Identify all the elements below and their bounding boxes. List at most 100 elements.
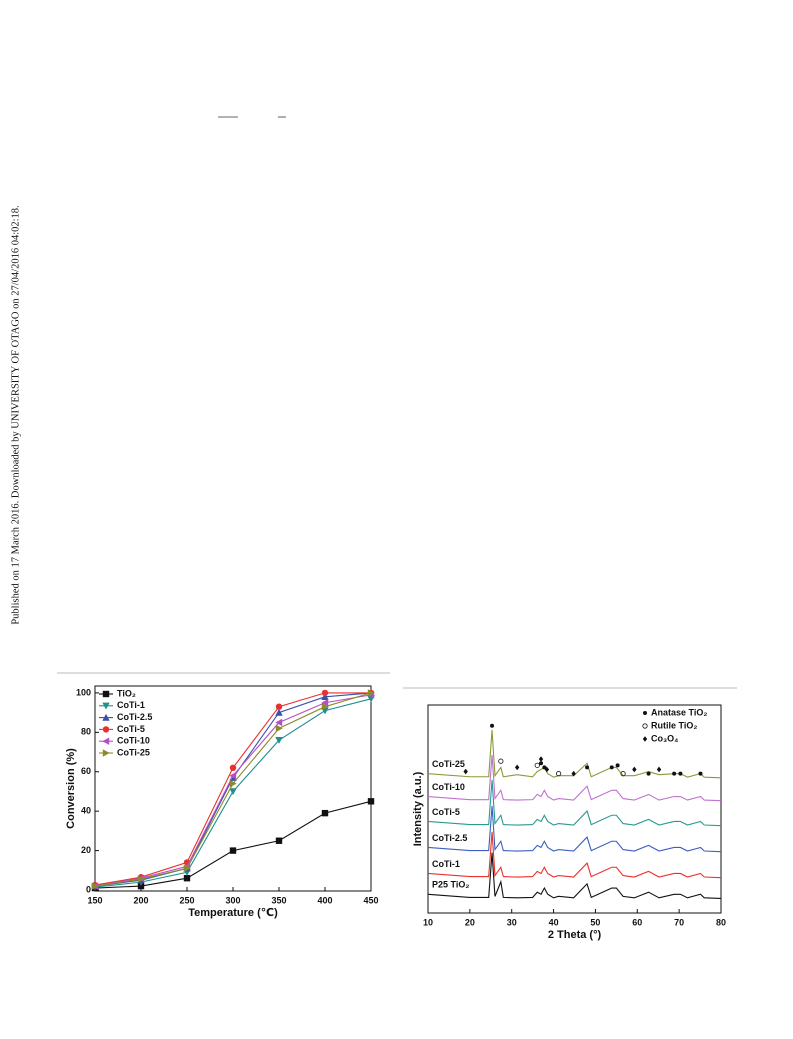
legend-label: TiO₂ <box>117 688 136 698</box>
y-tick-label: 20 <box>81 845 91 855</box>
legend-marker <box>102 702 110 710</box>
series-label: CoTi-2.5 <box>432 833 467 843</box>
series-label: CoTi-5 <box>432 807 460 817</box>
marker <box>538 756 544 762</box>
series-label: CoTi-10 <box>432 782 465 792</box>
x-axis-label: Temperature (℃) <box>188 907 278 919</box>
marker <box>542 765 547 770</box>
x-tick-label: 50 <box>590 917 600 927</box>
marker <box>609 765 614 770</box>
marker <box>321 689 329 697</box>
marker <box>514 764 520 771</box>
marker <box>698 771 703 776</box>
marker <box>229 779 237 788</box>
series-line <box>427 805 722 853</box>
x-tick-label: 300 <box>225 895 240 905</box>
y-tick-label: 100 <box>76 687 91 697</box>
legend-label: CoTi-25 <box>117 747 150 757</box>
marker <box>321 693 329 701</box>
marker <box>275 724 283 733</box>
marker <box>672 771 677 776</box>
x-tick-label: 20 <box>465 917 475 927</box>
series-label: CoTi-1 <box>432 859 460 869</box>
side-note: Published on 17 March 2016. Downloaded b… <box>10 205 21 624</box>
x-tick-label: 30 <box>507 917 517 927</box>
y-tick-label: 80 <box>81 727 91 737</box>
plot-frame <box>427 704 722 914</box>
legend-marker <box>102 737 110 745</box>
marker <box>275 737 283 744</box>
marker <box>137 882 145 890</box>
legend-marker <box>642 736 648 742</box>
marker <box>183 874 191 882</box>
series-line <box>427 831 722 879</box>
marker <box>585 765 590 770</box>
y-tick-label: 0 <box>86 884 91 894</box>
marker <box>275 703 283 710</box>
legend-label: CoTi-5 <box>117 724 145 734</box>
legend-label: CoTi-10 <box>117 736 150 746</box>
marker <box>229 764 237 772</box>
legend-label: Anatase TiO₂ <box>651 707 707 717</box>
marker <box>137 875 145 883</box>
marker <box>678 771 683 776</box>
series-line <box>427 852 722 899</box>
marker <box>321 809 329 817</box>
y-tick-label: 60 <box>81 766 91 776</box>
marker <box>620 771 626 777</box>
marker <box>367 798 375 805</box>
y-tick-label: 40 <box>81 806 91 816</box>
marker <box>229 771 237 780</box>
legend-label: Rutile TiO₂ <box>651 720 697 730</box>
series-label: CoTi-25 <box>432 759 465 769</box>
legend-label: CoTi-1 <box>117 700 145 710</box>
marker <box>229 788 237 796</box>
marker <box>275 708 283 716</box>
series-line <box>427 779 722 827</box>
legend-label: CoTi-2.5 <box>117 712 152 722</box>
x-tick-label: 250 <box>179 895 194 905</box>
marker <box>539 761 544 766</box>
legend-marker <box>642 723 648 729</box>
series-label: P25 TiO₂ <box>432 880 469 890</box>
marker <box>498 758 504 764</box>
marker <box>490 723 495 728</box>
marker <box>534 762 540 768</box>
marker <box>229 847 237 854</box>
y-axis-label: Conversion (%) <box>65 748 77 829</box>
marker <box>91 882 99 890</box>
series-line <box>427 754 722 802</box>
y-axis-label: Intensity (a.u.) <box>412 771 424 846</box>
x-tick-label: 200 <box>133 895 148 905</box>
x-tick-label: 70 <box>674 917 684 927</box>
marker <box>275 837 283 844</box>
marker <box>321 702 329 711</box>
marker <box>571 770 576 777</box>
marker <box>615 763 620 768</box>
marker <box>555 771 562 777</box>
marker <box>632 766 637 773</box>
marker <box>321 699 329 707</box>
marker <box>463 768 468 775</box>
marker <box>646 771 651 776</box>
x-tick-label: 80 <box>716 917 726 927</box>
legend-marker <box>102 749 110 757</box>
marker <box>275 718 283 727</box>
legend-label: Co₃O₄ <box>651 733 678 743</box>
legend-marker <box>102 726 110 733</box>
marker <box>656 766 662 773</box>
legend-marker <box>102 713 110 721</box>
x-tick-label: 150 <box>87 895 102 905</box>
marker <box>544 766 550 773</box>
x-tick-label: 400 <box>317 895 332 905</box>
x-tick-label: 350 <box>271 895 286 905</box>
x-tick-label: 40 <box>549 917 559 927</box>
legend-marker <box>643 711 647 715</box>
x-tick-label: 10 <box>423 917 433 927</box>
x-tick-label: 60 <box>632 917 642 927</box>
legend-marker <box>102 690 110 698</box>
marker <box>183 864 191 873</box>
marker <box>367 689 375 697</box>
